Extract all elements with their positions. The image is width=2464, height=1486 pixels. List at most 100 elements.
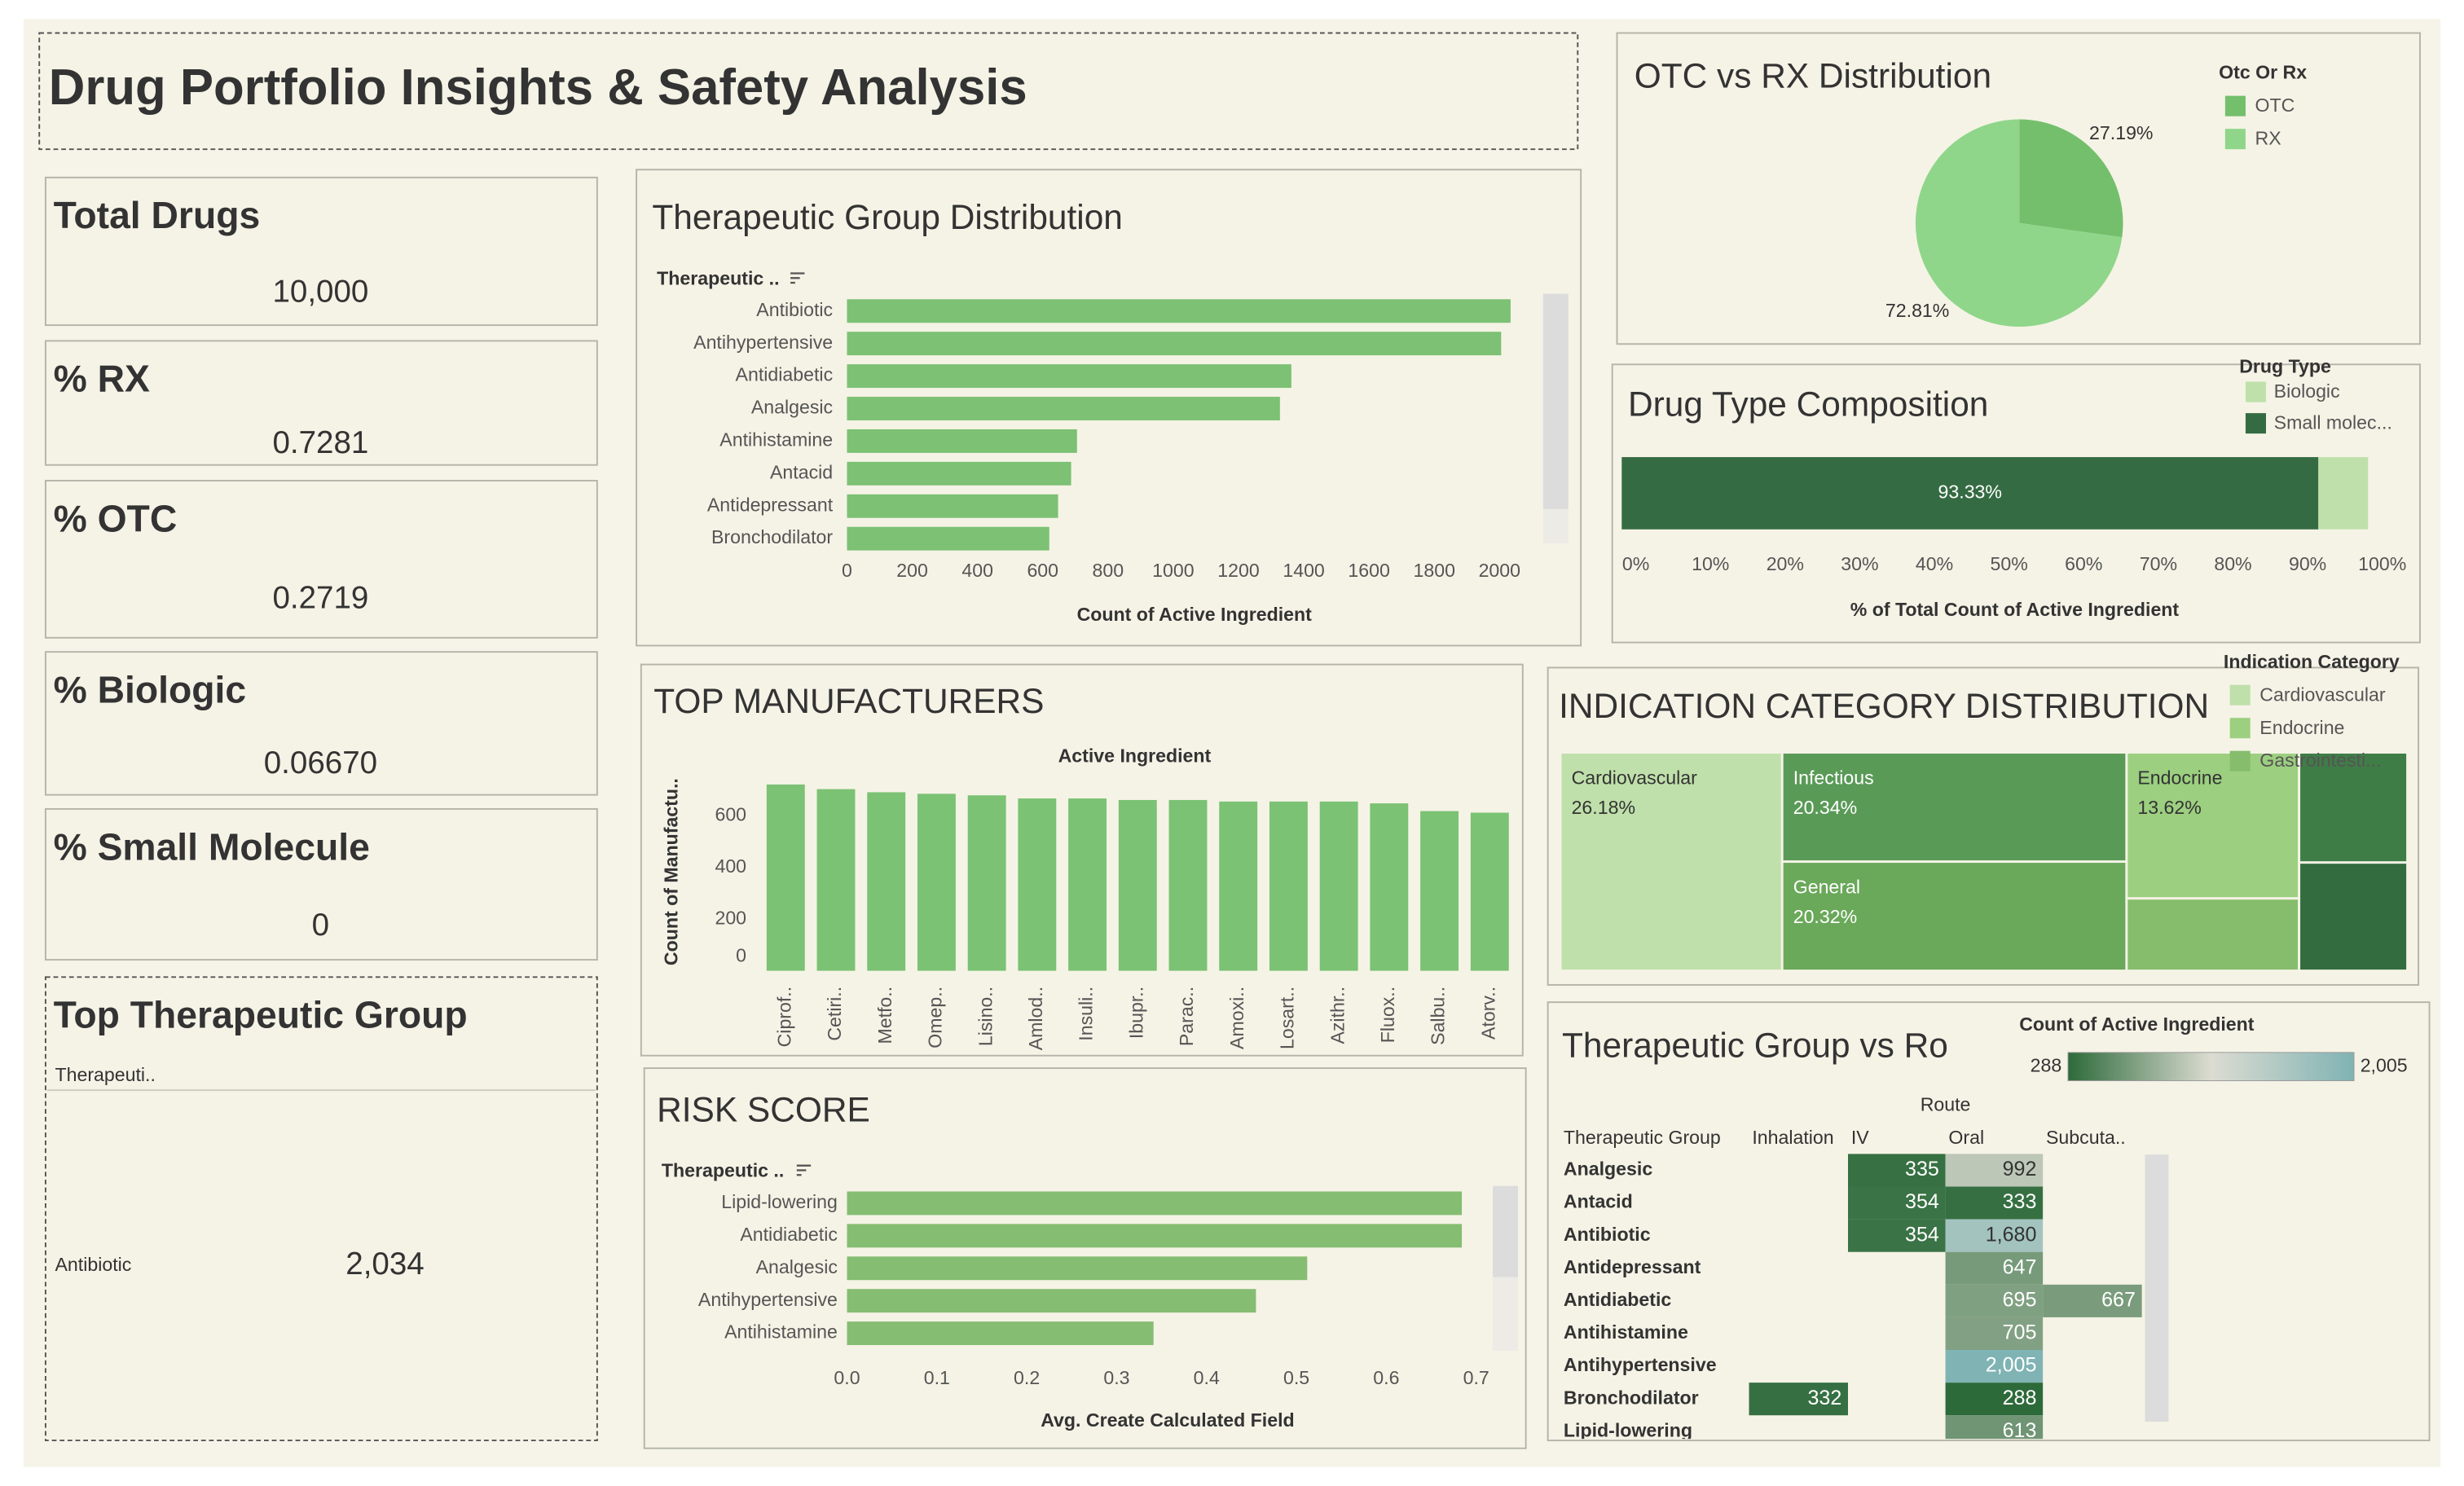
x-axis-title: % of Total Count of Active Ingredient: [1850, 599, 2180, 620]
colorbar: [2067, 1052, 2355, 1082]
heatmap-cell: [2043, 1284, 2142, 1317]
heatmap-cell: [1848, 1154, 1946, 1187]
legend-swatch: [2224, 95, 2246, 117]
heatmap-cell: [1749, 1383, 1848, 1416]
treemap-label: General: [1793, 877, 1860, 898]
cell-label: 333: [2003, 1190, 2037, 1213]
cell-label: 705: [2003, 1321, 2037, 1344]
bar: [1269, 801, 1308, 971]
cell-label: 992: [2003, 1158, 2037, 1180]
kpi-card: [44, 808, 598, 961]
heatmap-cell: [1945, 1284, 2044, 1317]
legend-title: Otc Or Rx: [2219, 62, 2307, 83]
legend-label: Gastrointesti...: [2259, 750, 2381, 771]
cell-label: 335: [1905, 1158, 1939, 1180]
kpi-label: % RX: [54, 358, 150, 400]
x-tick-label: Atorv..: [1477, 987, 1498, 1040]
x-tick-label: Metfo..: [874, 987, 895, 1044]
heatmap-cell: [1945, 1154, 2044, 1187]
kpi-label: % Small Molecule: [54, 825, 370, 868]
kpi-value: 10,000: [272, 275, 368, 310]
category-label: Antidepressant: [707, 494, 834, 515]
treemap-cell: [1780, 860, 2128, 973]
x-tick-label: Salbu..: [1428, 987, 1449, 1045]
x-tick-label: 0.6: [1373, 1367, 1399, 1388]
treemap-cell: [2298, 751, 2409, 864]
legend-label: Small molec...: [2274, 412, 2392, 433]
heatmap-cell: [1945, 1350, 2044, 1383]
x-tick-label: 100%: [2358, 553, 2406, 574]
x-tick-label: 1800: [1414, 560, 1455, 581]
heatmap-cell: [1945, 1186, 2044, 1220]
x-tick-label: 30%: [1841, 553, 1878, 574]
category-label: Antidiabetic: [736, 364, 834, 385]
scrollbar[interactable]: [2145, 1154, 2169, 1422]
row-label: Antihistamine: [1564, 1321, 1688, 1343]
x-tick-label: 800: [1093, 560, 1124, 581]
legend-label: Endocrine: [2259, 717, 2344, 738]
legend-title: Indication Category: [2224, 651, 2400, 672]
heatmap-body: Analgesic 335 992 Antacid 354 333 Antibiotic 35…: [1564, 1154, 2142, 1440]
treemap-value: 13.62%: [2137, 797, 2201, 818]
legend-swatch: [2229, 718, 2251, 739]
cell-label: 695: [2003, 1288, 2037, 1311]
bar: [847, 429, 1077, 453]
bar: [1370, 803, 1409, 971]
category-label: Antihistamine: [719, 429, 833, 451]
scrollbar-thumb[interactable]: [1493, 1185, 1518, 1277]
bar-segment: [1621, 457, 2319, 530]
kpi-value: 0: [312, 908, 329, 943]
x-tick-label: 10%: [1692, 553, 1729, 574]
colorbar-max: 2,005: [2361, 1054, 2408, 1075]
x-tick-label: Lisino..: [975, 987, 996, 1046]
chart-title: Drug Type Composition: [1628, 385, 1988, 424]
cell-label: 288: [2003, 1387, 2037, 1409]
cell-label: 354: [1905, 1190, 1939, 1213]
x-tick-label: 200: [896, 560, 928, 581]
bar: [847, 526, 1049, 551]
cell-label: 332: [1807, 1387, 1841, 1409]
treemap-cell: [1780, 751, 2128, 864]
x-tick-label: Amlod..: [1025, 987, 1046, 1050]
x-tick-label: 60%: [2065, 553, 2102, 574]
scrollbar-thumb[interactable]: [1542, 293, 1569, 509]
chart-title: TOP MANUFACTURERS: [653, 682, 1044, 720]
x-tick-label: Ciprof..: [773, 987, 794, 1048]
bar: [1470, 812, 1509, 971]
column-header: Oral: [1948, 1127, 1984, 1148]
x-axis-title: Count of Active Ingredient: [1077, 604, 1313, 625]
heatmap-cell: [1945, 1415, 2044, 1440]
y-tick-label: 200: [715, 907, 746, 928]
bar: [1319, 801, 1358, 971]
heatmap-cell: [1945, 1219, 2044, 1252]
treemap-label: Infectious: [1793, 767, 1874, 788]
category-label: Antacid: [770, 461, 833, 482]
bar: [1420, 811, 1459, 971]
legend-swatch: [2229, 684, 2251, 706]
top-group-value: 2,034: [345, 1246, 424, 1282]
pie-slice: [1915, 119, 2123, 328]
x-tick-label: Ibupr..: [1125, 987, 1146, 1039]
x-tick-label: 0.7: [1463, 1367, 1489, 1388]
x-tick-label: 0.4: [1194, 1367, 1220, 1388]
x-tick-label: 2000: [1479, 560, 1520, 581]
treemap-label: Cardiovascular: [1572, 767, 1698, 788]
row-label: Antibiotic: [1564, 1224, 1651, 1245]
x-tick-label: 80%: [2214, 553, 2251, 574]
row-label: Antacid: [1564, 1191, 1633, 1212]
chart-title: Therapeutic Group vs Ro: [1562, 1026, 1948, 1064]
x-tick-label: 0.2: [1014, 1367, 1040, 1388]
column-header: Therapeutic ..: [662, 1159, 784, 1180]
category-label: Antihypertensive: [698, 1289, 838, 1310]
pie-slice: [2019, 119, 2123, 238]
bar: [847, 397, 1280, 420]
top-group-panel: [44, 976, 598, 1442]
x-tick-label: 400: [961, 560, 993, 581]
y-tick-label: 0: [736, 944, 746, 965]
x-tick-label: 0.5: [1283, 1367, 1309, 1388]
colorbar-title: Count of Active Ingredient: [2019, 1013, 2255, 1035]
column-header: Active Ingredient: [1058, 745, 1212, 766]
x-tick-label: 1200: [1217, 560, 1259, 581]
bar: [847, 1256, 1308, 1281]
column-header: Therapeutic ..: [657, 267, 779, 288]
